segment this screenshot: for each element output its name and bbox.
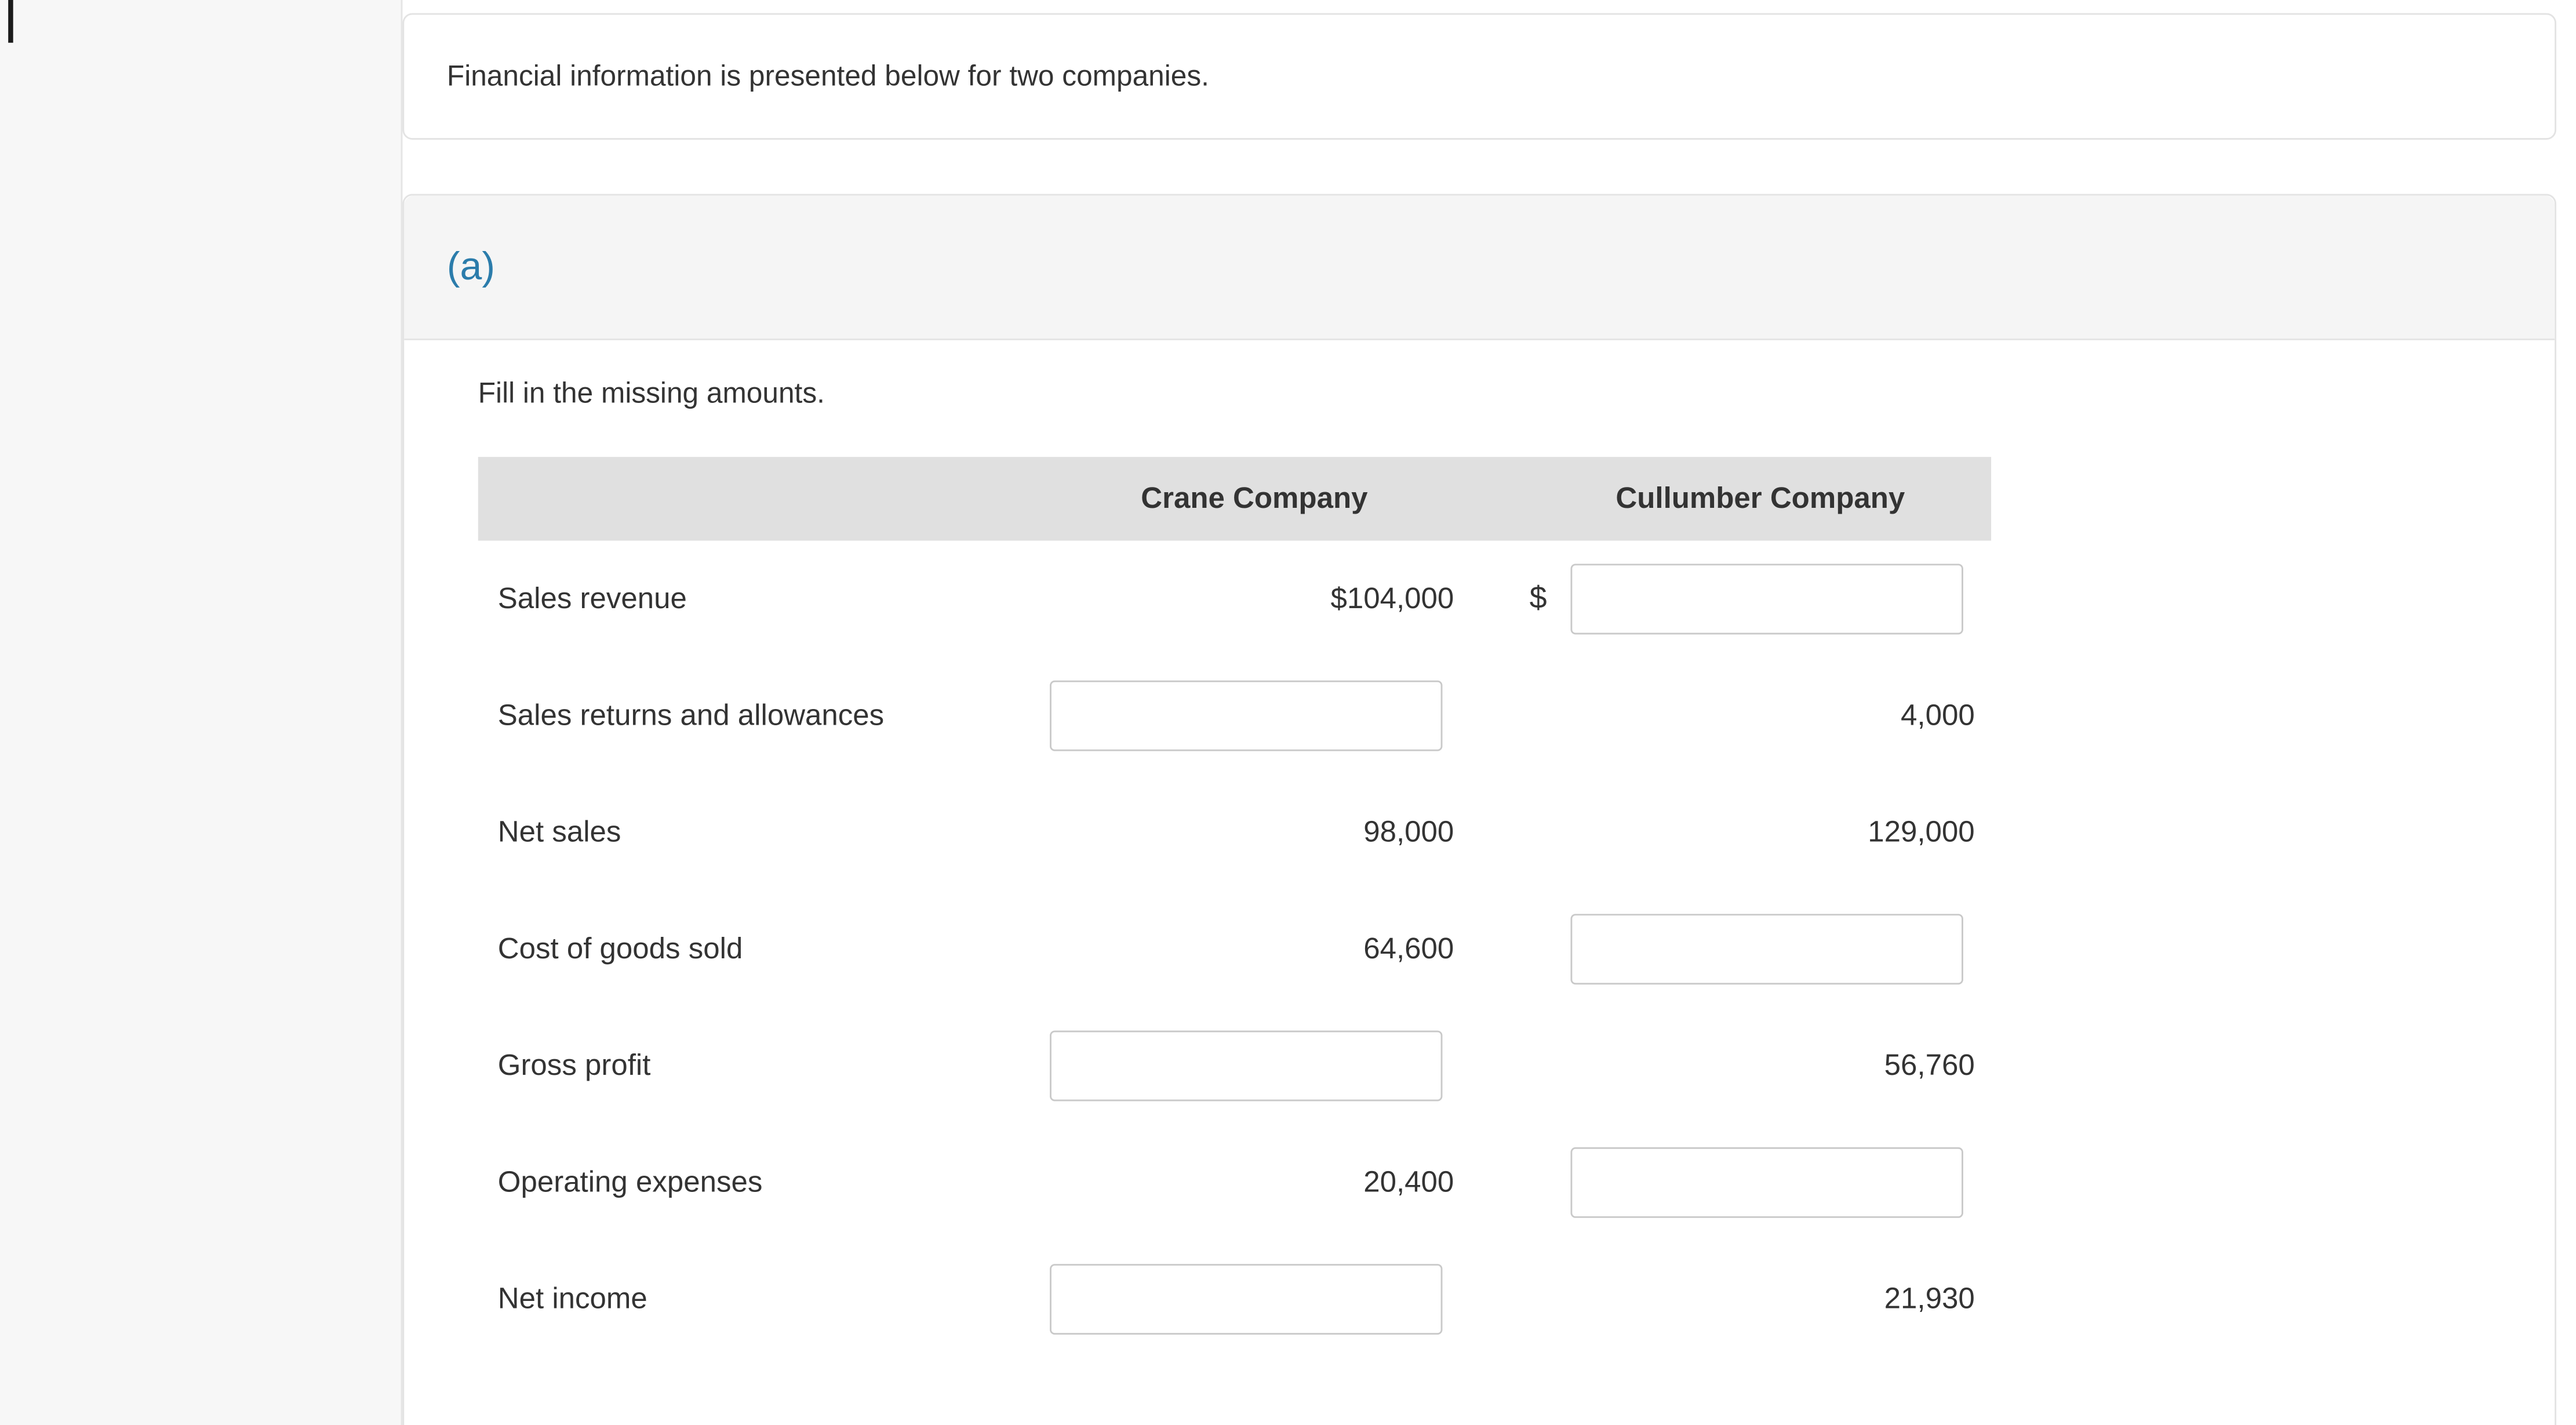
cullumber-value: 21,930 <box>1884 1282 1975 1315</box>
table-row: Operating expenses 20,400 <box>478 1124 1992 1241</box>
table-row: Gross profit 56,760 <box>478 1007 1992 1125</box>
row-label: Net income <box>497 1282 647 1315</box>
table-row: Sales returns and allowances 4,000 <box>478 657 1992 775</box>
section-header: (a) <box>404 195 2555 340</box>
header-cullumber-company: Cullumber Company <box>1616 481 1905 515</box>
row-label: Sales revenue <box>497 581 687 615</box>
intro-card: Financial information is presented below… <box>402 13 2557 140</box>
row-label: Net sales <box>497 815 621 848</box>
input-crane-net-income[interactable] <box>1050 1264 1443 1335</box>
row-label: Cost of goods sold <box>497 932 743 965</box>
input-cullumber-cost-of-goods-sold[interactable] <box>1570 914 1963 985</box>
table-header-row: Crane Company Cullumber Company <box>478 457 1992 541</box>
crane-value: 64,600 <box>1363 932 1454 965</box>
row-label: Sales returns and allowances <box>497 698 885 732</box>
table-row: Sales revenue $104,000 $ <box>478 540 1992 658</box>
crane-value: 20,400 <box>1363 1165 1454 1198</box>
left-sidebar <box>0 0 403 1425</box>
cullumber-value: 129,000 <box>1868 815 1975 848</box>
input-cullumber-sales-revenue[interactable] <box>1570 564 1963 635</box>
cullumber-value: 4,000 <box>1901 698 1975 732</box>
table-row: Net income 21,930 <box>478 1241 1992 1358</box>
financial-table: Crane Company Cullumber Company Sales re… <box>478 457 1992 1358</box>
cullumber-input-cell <box>1530 1147 1991 1218</box>
cullumber-input-cell <box>1530 914 1991 985</box>
section-body: Fill in the missing amounts. Crane Compa… <box>404 340 2555 1358</box>
crane-input-cell <box>1045 1264 1464 1335</box>
instruction-text: Fill in the missing amounts. <box>478 376 825 409</box>
input-crane-gross-profit[interactable] <box>1050 1030 1443 1102</box>
scrollbar-fragment <box>8 0 13 43</box>
crane-value: 98,000 <box>1363 815 1454 848</box>
header-crane-company: Crane Company <box>1141 481 1368 515</box>
row-label: Operating expenses <box>497 1165 763 1198</box>
section-label: (a) <box>446 244 496 289</box>
cullumber-value: 56,760 <box>1884 1048 1975 1082</box>
dollar-sign: $ <box>1529 581 1547 616</box>
row-label: Gross profit <box>497 1048 651 1082</box>
table-row: Net sales 98,000 129,000 <box>478 774 1992 891</box>
section-card: (a) Fill in the missing amounts. Crane C… <box>402 194 2557 1425</box>
input-cullumber-operating-expenses[interactable] <box>1570 1147 1963 1218</box>
input-crane-sales-returns[interactable] <box>1050 680 1443 751</box>
intro-text: Financial information is presented below… <box>446 59 1209 92</box>
table-row: Cost of goods sold 64,600 <box>478 890 1992 1008</box>
crane-value: $104,000 <box>1330 581 1454 615</box>
crane-input-cell <box>1045 1030 1464 1102</box>
cullumber-input-cell: $ <box>1529 564 1991 635</box>
crane-input-cell <box>1045 680 1464 751</box>
